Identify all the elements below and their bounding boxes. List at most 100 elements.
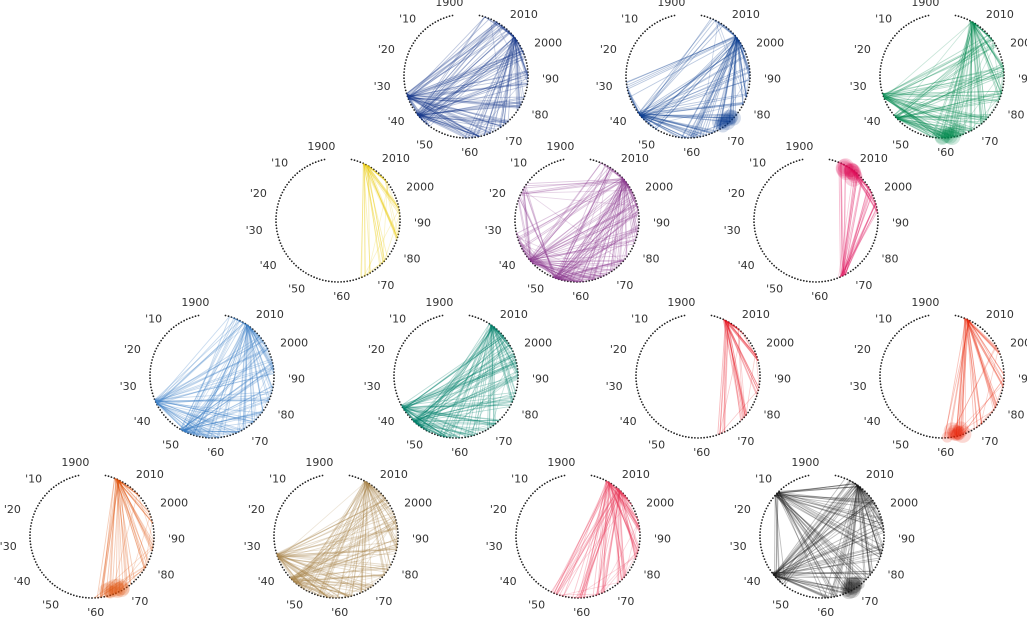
chord-line [737,38,747,98]
ring-dot [149,513,151,515]
chord-line [605,480,629,500]
tick-label: '80 [888,569,905,582]
chord-line [367,165,399,207]
ring-dot [391,188,393,191]
ring-dot [465,137,467,139]
chord-line [413,420,475,436]
ring-dot [1002,83,1005,86]
ring-dot [580,597,582,599]
ring-dot [878,510,880,513]
chord-line [965,318,1004,386]
chord-line [156,393,272,406]
ring-dot [786,586,789,589]
tick-label: '60 [693,446,710,459]
ring-dot [276,206,279,208]
ring-dot [394,552,397,555]
ring-dot [644,342,647,344]
ring-dot [760,549,763,552]
ring-dot [176,426,179,429]
chord-line [367,257,388,276]
ring-dot [277,236,280,239]
chord-line [974,23,987,120]
ring-dot [272,380,275,383]
chord-line [244,324,248,429]
ring-dot [346,280,349,283]
chord-line [418,49,523,118]
chord-line [552,206,638,278]
chord-line [840,163,843,277]
chord-line [842,163,854,172]
ring-dot [311,162,314,165]
chord-line [492,325,504,337]
chord-line [641,72,751,118]
chord-line [367,482,385,498]
ring-dot [637,209,640,211]
chord-line [185,320,241,433]
cluster-blob [844,163,862,181]
cluster-blob [845,576,863,594]
ring-dot [422,30,424,33]
chord-line [773,483,856,576]
chord-line [694,36,737,138]
ring-dot [525,89,528,92]
ring-dot [883,537,885,540]
tick-label: '70 [131,595,148,608]
chord-line [508,30,529,76]
chord-line [156,402,253,424]
ring-dot [522,188,524,191]
ring-dot [379,578,381,581]
chord-line [556,164,606,279]
ring-dot [625,80,628,83]
chord-line [418,115,505,126]
ring-dot [421,322,424,325]
chord-line [277,555,384,577]
chord-line [292,520,397,581]
chord-line [884,98,1000,101]
chord-line [1000,73,1005,97]
chord-line [555,183,628,279]
chord-line [857,485,874,572]
ring-dot [157,406,160,409]
chord-line [618,489,641,533]
ring-dot [350,158,353,161]
chord-line [493,326,519,375]
chord-line [247,325,268,349]
chord-line [772,517,882,575]
chord-line [773,499,873,576]
ring-dot [380,174,382,177]
chord-line [492,36,514,132]
chord-line [290,578,351,597]
ring-dot [477,135,480,138]
chord-line [494,20,517,41]
chord-line [231,316,248,326]
chord-line [413,374,519,423]
chord-line [518,241,532,263]
tick-label: '70 [505,135,522,148]
ring-dot [903,124,906,127]
tick-label: '10 [25,473,42,486]
chord-line [966,319,998,405]
chord-line [784,486,861,586]
ring-dot [998,350,1000,353]
chord-line [513,37,525,99]
chord-line [515,38,524,54]
ring-dot [667,429,670,432]
ring-dot [879,555,882,558]
ring-dot [650,334,652,337]
chord-line [622,178,639,231]
chord-line [514,37,525,54]
chord-line [407,52,524,99]
chord-line [155,402,224,438]
chord-line [897,118,950,139]
ring-dot [879,77,881,80]
chord-line [528,257,602,278]
ring-dot [920,433,922,436]
ring-dot [860,176,862,179]
ring-dot [762,555,765,558]
tick-label: '40 [14,575,31,588]
chord-line [627,90,642,117]
ring-dot [957,315,960,318]
ring-dot [683,314,686,317]
chord-line [623,521,639,578]
ring-dot [947,136,949,139]
